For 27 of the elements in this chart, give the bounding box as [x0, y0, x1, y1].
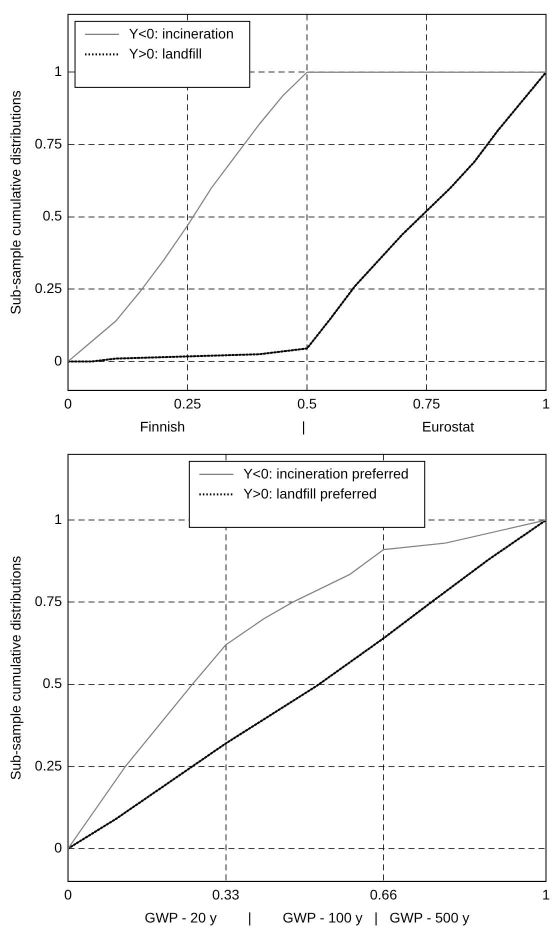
y-tick-label: 0.5	[42, 208, 62, 224]
x-axis-title: Finnish | Eurostat	[140, 418, 474, 434]
x-tick-label: 1	[542, 396, 550, 412]
x-tick-label: 0.25	[174, 396, 202, 412]
y-tick-label: 0.75	[34, 593, 62, 610]
y-axis-title: Sub-sample cumulative distributions	[7, 90, 24, 314]
x-tick-label: 0	[64, 886, 72, 903]
legend-label: Y>0: landfill preferred	[243, 485, 377, 502]
y-tick-label: 1	[54, 63, 62, 80]
legend-label: Y>0: landfill	[129, 45, 202, 62]
x-tick-label: 1	[542, 886, 550, 903]
y-tick-label: 1	[54, 510, 62, 527]
x-tick-label: 0.5	[297, 396, 317, 412]
x-tick-label: 0.75	[412, 396, 440, 412]
legend-label: Y<0: incineration preferred	[243, 465, 409, 482]
y-tick-label: 0.25	[34, 280, 62, 296]
x-tick-label: 0.66	[370, 886, 398, 903]
y-tick-label: 0	[54, 352, 62, 368]
y-tick-label: 0.25	[34, 757, 62, 774]
legend-label: Y<0: incineration	[129, 25, 234, 42]
y-tick-label: 0.75	[34, 135, 62, 152]
x-tick-label: 0	[64, 396, 72, 412]
y-axis-title: Sub-sample cumulative distributions	[7, 556, 24, 780]
y-tick-label: 0	[54, 839, 62, 856]
x-tick-label: 0.33	[212, 886, 240, 903]
y-tick-label: 0.5	[42, 675, 62, 692]
x-axis-title: GWP - 20 y | GWP - 100 y | GWP - 500 y	[144, 909, 470, 926]
